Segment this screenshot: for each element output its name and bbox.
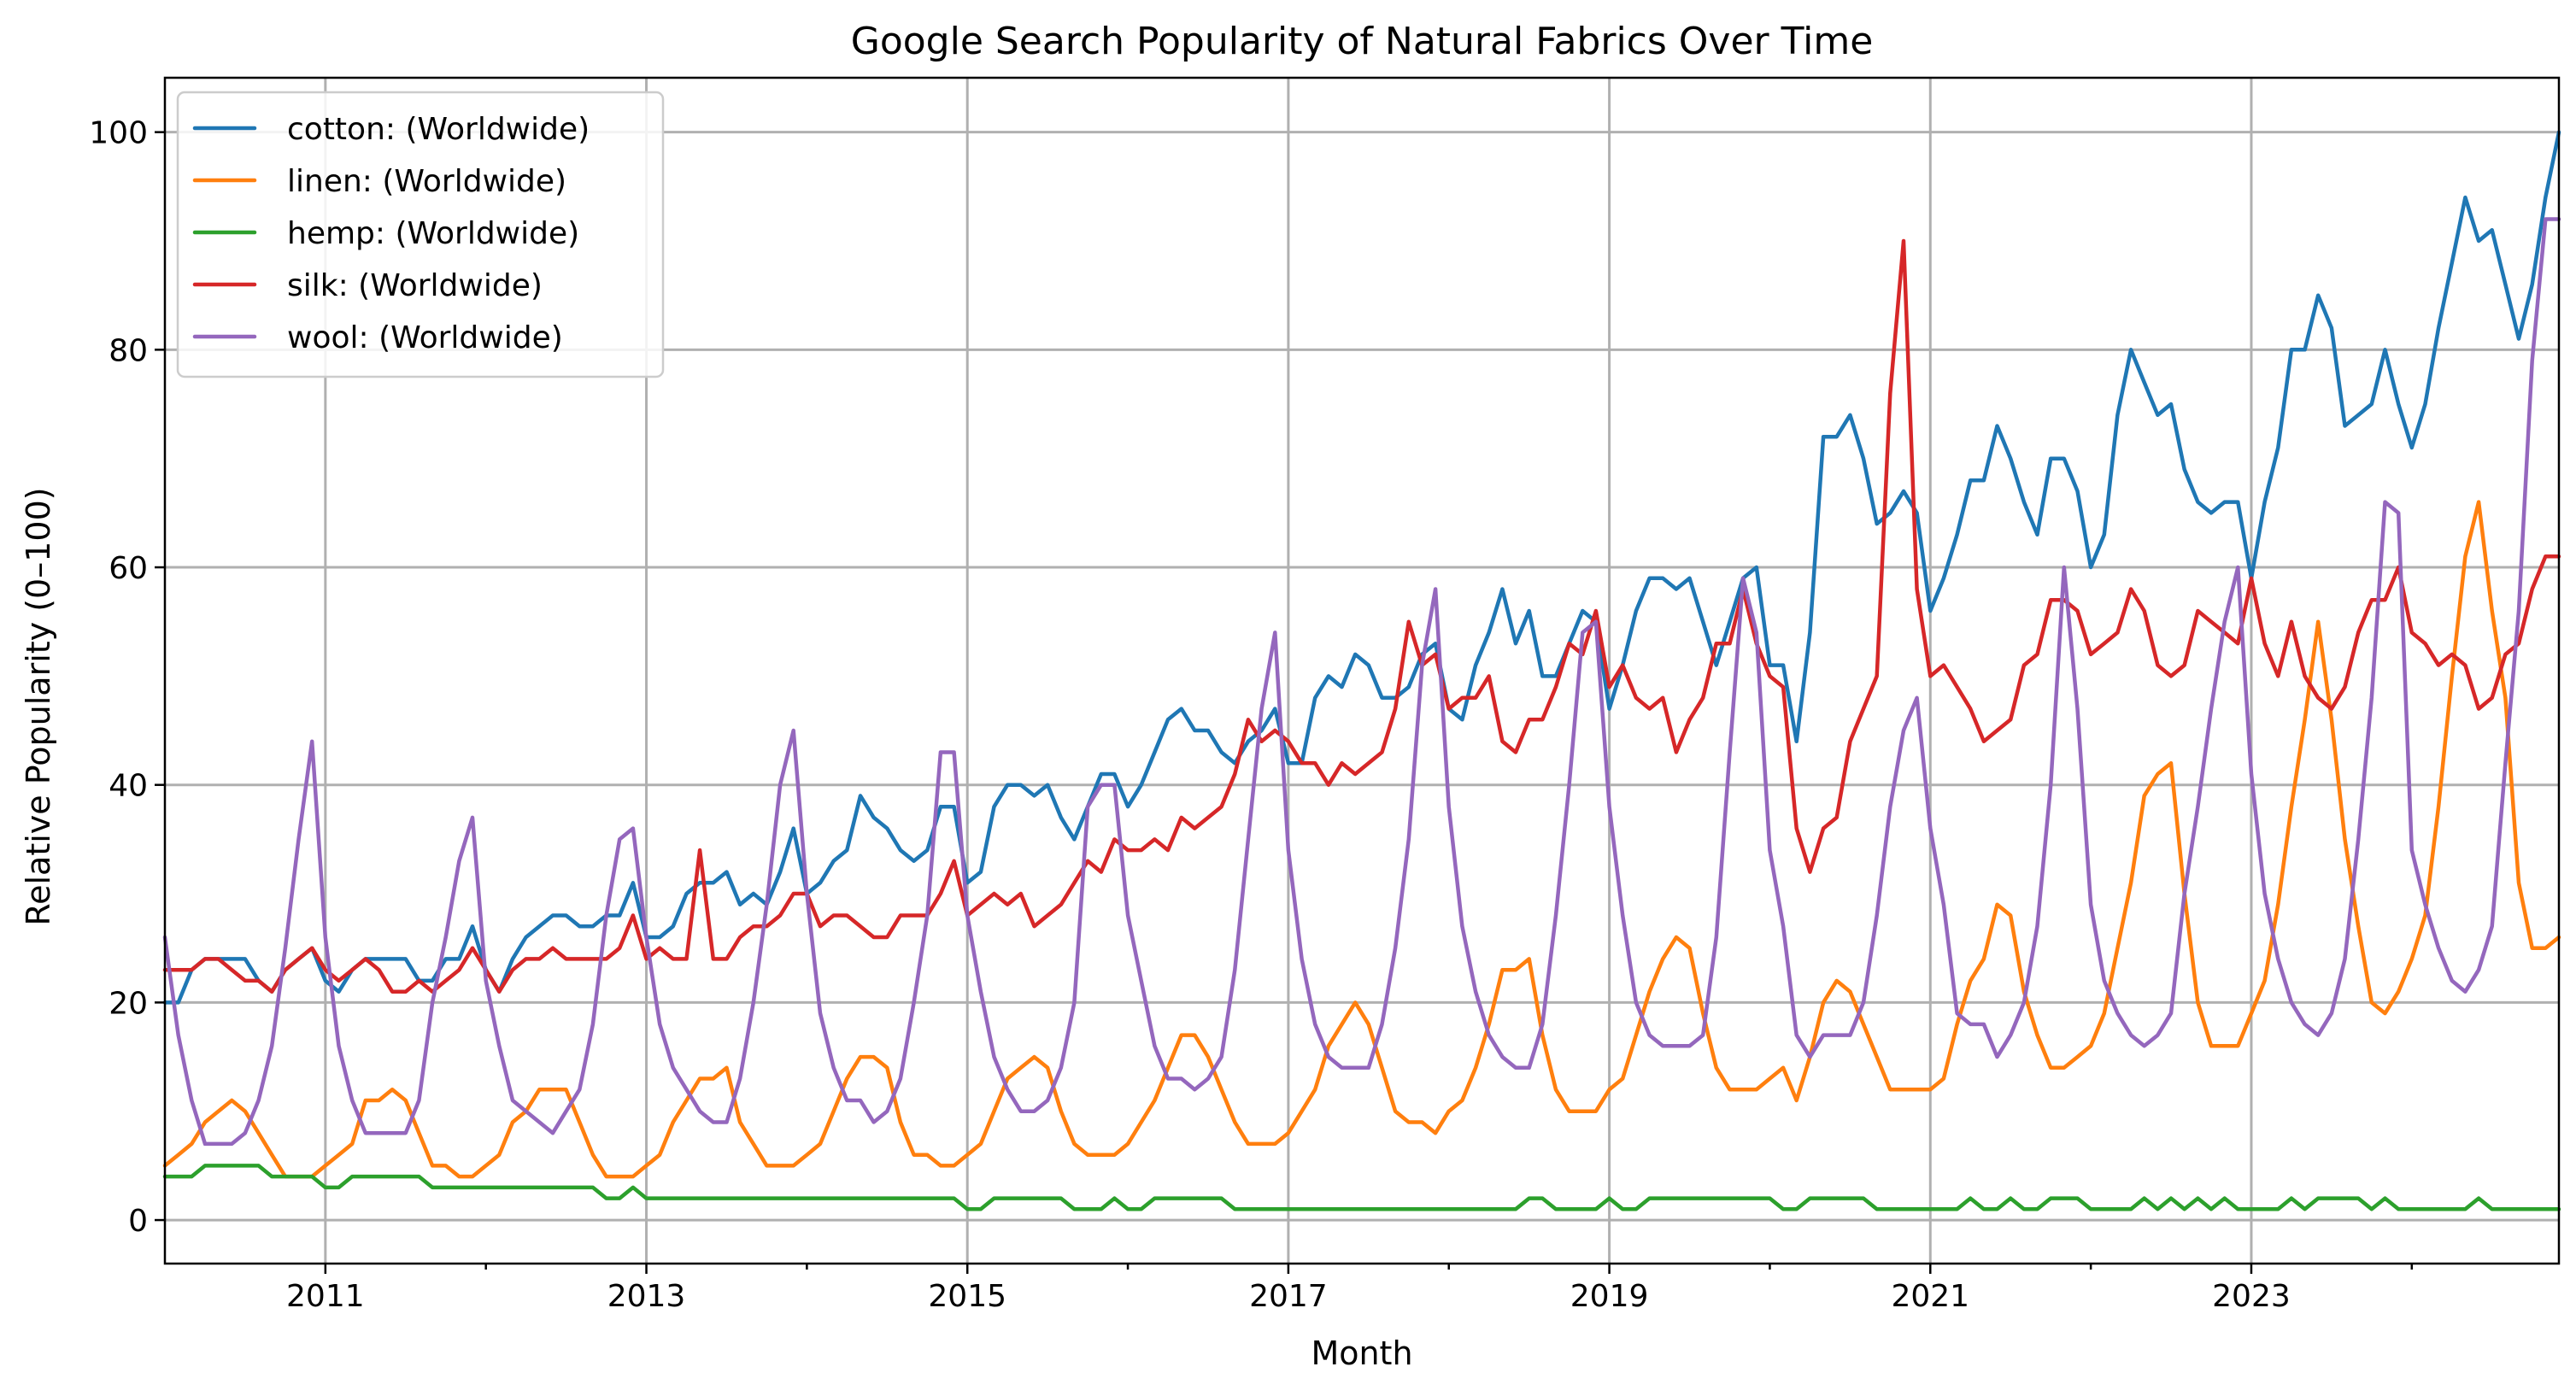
y-axis-label: Relative Popularity (0–100)	[20, 487, 57, 925]
legend-label-hemp: hemp: (Worldwide)	[287, 216, 579, 251]
legend-label-linen: linen: (Worldwide)	[287, 164, 566, 199]
x-tick-label-2011: 2011	[286, 1279, 365, 1314]
legend-label-wool: wool: (Worldwide)	[287, 320, 563, 355]
x-tick-label-2021: 2021	[1891, 1279, 1969, 1314]
series-line-silk	[162, 238, 2561, 994]
y-tick-label-80: 80	[109, 333, 148, 368]
x-axis: 2011 2013 2015 2017 2019 2021 2023	[286, 1264, 2414, 1314]
legend-box	[176, 91, 665, 378]
y-axis: 0 20 40 60 80 100	[89, 116, 165, 1239]
y-tick-label-40: 40	[109, 769, 148, 804]
chart-legend: cotton: (Worldwide) linen: (Worldwide) hem…	[176, 91, 665, 378]
legend-label-cotton: cotton: (Worldwide)	[287, 112, 590, 147]
x-axis-label: Month	[1311, 1334, 1412, 1372]
y-tick-label-0: 0	[128, 1204, 148, 1239]
plot-series	[162, 130, 2561, 1211]
y-tick-label-100: 100	[89, 116, 148, 151]
x-tick-label-2017: 2017	[1249, 1279, 1328, 1314]
y-tick-label-60: 60	[109, 551, 148, 586]
legend-label-silk: silk: (Worldwide)	[287, 268, 543, 303]
x-tick-label-2013: 2013	[607, 1279, 686, 1314]
series-line-hemp	[162, 1164, 2561, 1211]
series-line-linen	[162, 500, 2561, 1179]
chart-title: Google Search Popularity of Natural Fabr…	[851, 20, 1874, 63]
x-tick-label-2019: 2019	[1570, 1279, 1649, 1314]
y-tick-label-20: 20	[109, 986, 148, 1021]
plot-area-frame	[163, 76, 2561, 1265]
series-line-cotton	[162, 130, 2561, 1005]
x-tick-label-2023: 2023	[2212, 1279, 2291, 1314]
series-line-wool	[162, 217, 2561, 1147]
x-tick-label-2015: 2015	[928, 1279, 1006, 1314]
